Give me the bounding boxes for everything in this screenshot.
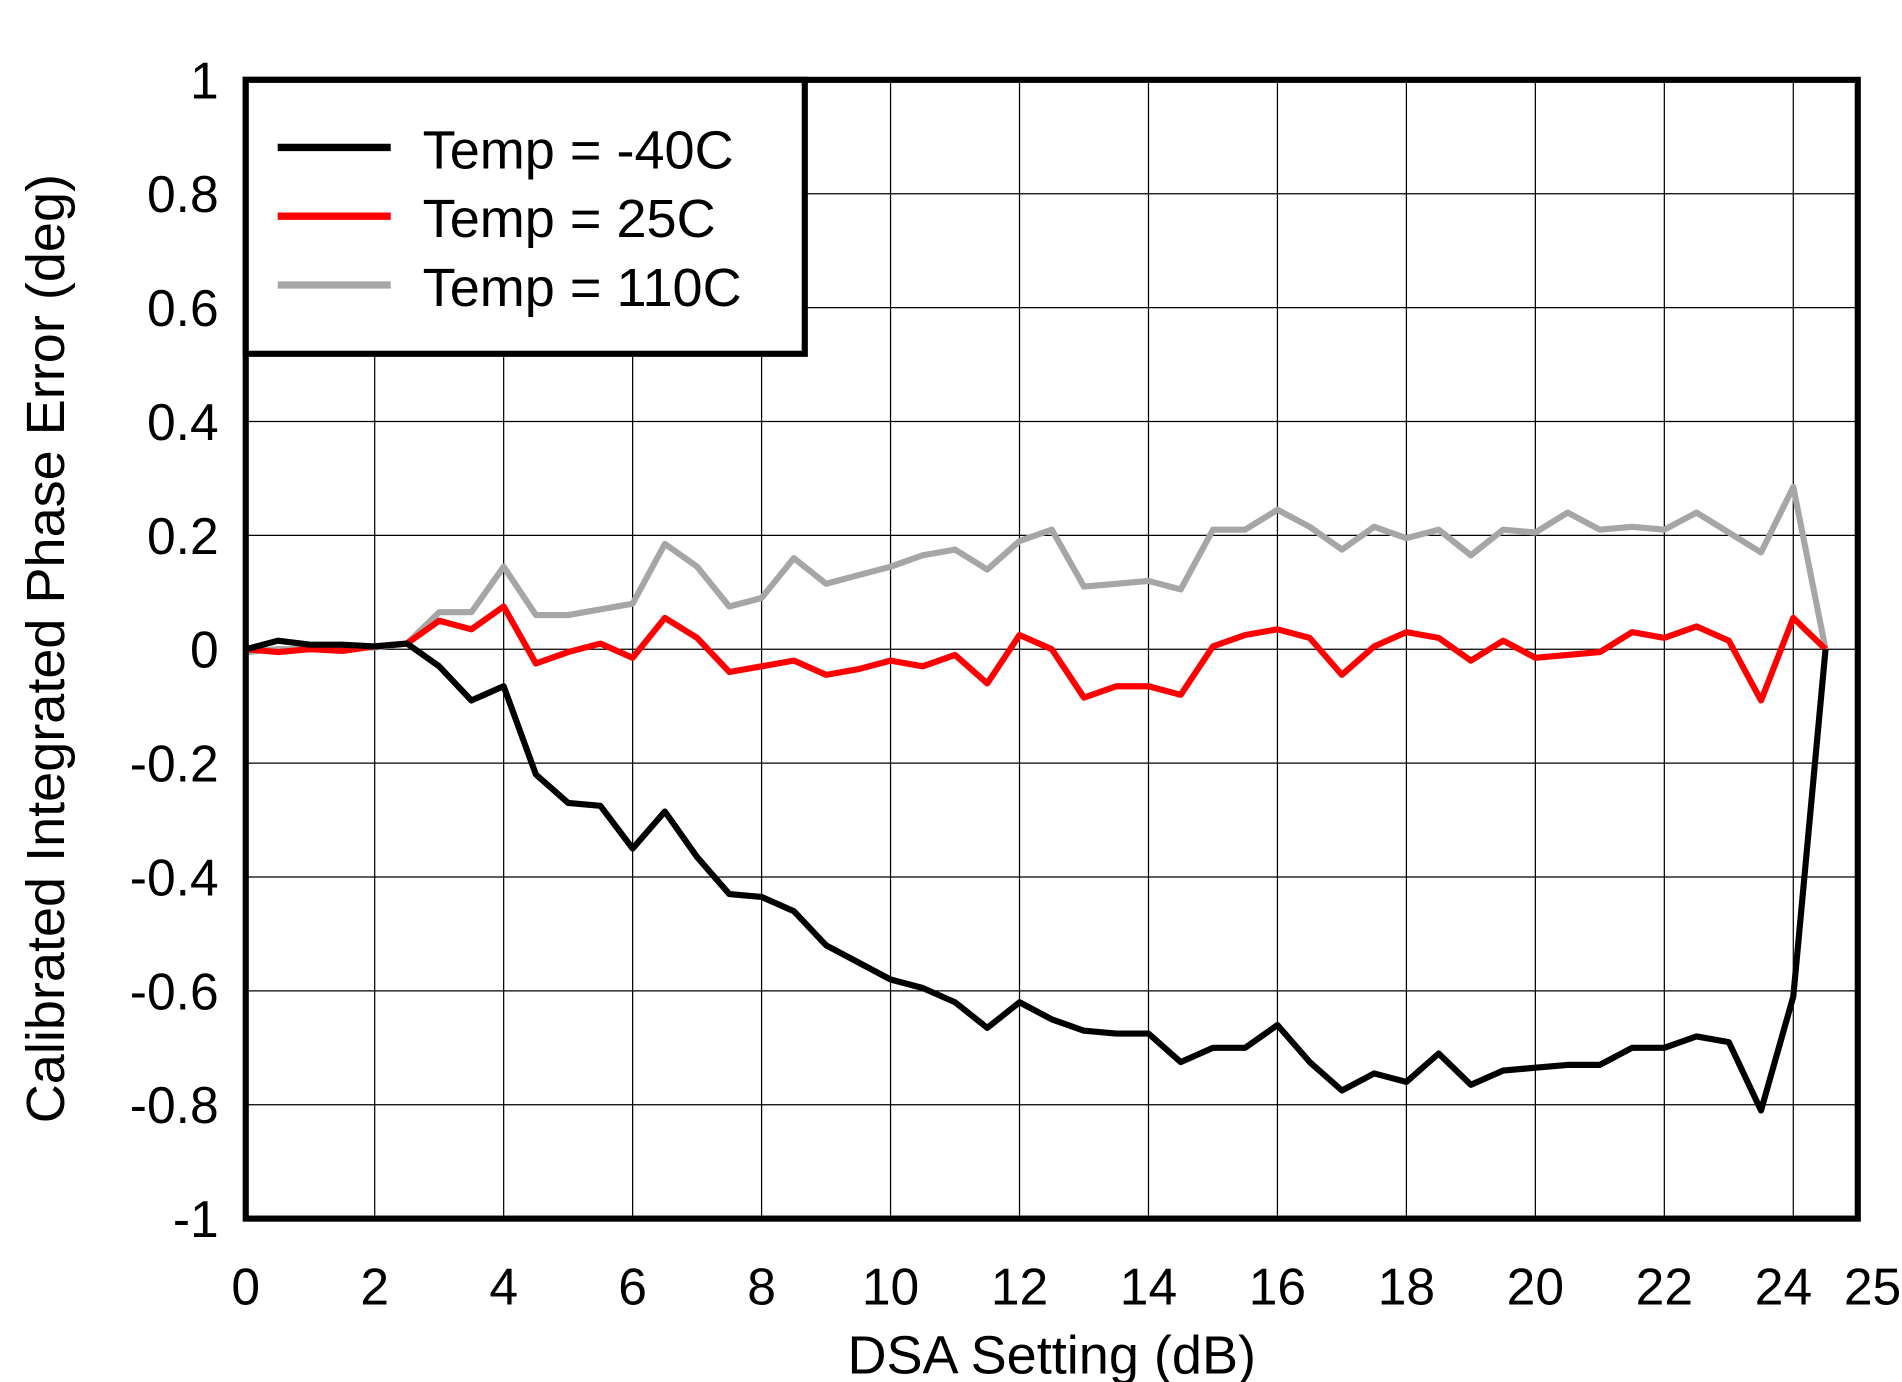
x-tick-label: 14 — [1120, 1258, 1177, 1316]
x-tick-label: 16 — [1249, 1258, 1306, 1316]
y-tick-label: -0.6 — [130, 962, 219, 1020]
x-tick-labels: 0 2 4 6 8 10 12 14 16 18 20 22 24 25 — [231, 1258, 1901, 1316]
series-line-2 — [245, 483, 1829, 656]
y-tick-label: 0.6 — [147, 279, 219, 337]
x-tick-label: 20 — [1507, 1258, 1564, 1316]
legend-label: Temp = -40C — [423, 120, 734, 180]
y-axis-label: Calibrated Integrated Phase Error (deg) — [16, 174, 76, 1123]
x-tick-label: 25 — [1844, 1258, 1901, 1316]
x-axis-label: DSA Setting (dB) — [847, 1325, 1256, 1382]
y-tick-label: 0 — [190, 621, 219, 679]
series-lines — [244, 483, 1829, 1114]
legend-label: Temp = 110C — [423, 258, 742, 318]
x-tick-label: 8 — [747, 1258, 776, 1316]
y-tick-label: -0.2 — [130, 735, 219, 793]
y-tick-labels: 1 0.8 0.6 0.4 0.2 0 -0.2 -0.4 -0.6 -0.8 -1 — [130, 51, 219, 1248]
y-tick-label: 1 — [190, 51, 219, 109]
x-tick-label: 18 — [1378, 1258, 1435, 1316]
y-tick-label: -0.8 — [130, 1076, 219, 1134]
x-tick-label: 12 — [991, 1258, 1048, 1316]
y-tick-label: -1 — [173, 1190, 219, 1248]
x-tick-label: 6 — [618, 1258, 647, 1316]
x-tick-label: 10 — [862, 1258, 919, 1316]
y-tick-label: 0.2 — [147, 507, 219, 565]
x-tick-label: 0 — [231, 1258, 260, 1316]
x-tick-label: 22 — [1636, 1258, 1693, 1316]
plot-frame — [242, 76, 1861, 1222]
series-line-1 — [245, 603, 1828, 704]
y-tick-label: 0.8 — [147, 165, 219, 223]
legend: Temp = -40C Temp = 25C Temp = 110C — [242, 76, 808, 357]
series-line-0 — [244, 637, 1829, 1114]
x-tick-label: 24 — [1755, 1258, 1812, 1316]
y-tick-label: -0.4 — [130, 848, 219, 906]
x-tick-label: 4 — [489, 1258, 518, 1316]
y-tick-label: 0.4 — [147, 393, 219, 451]
x-tick-label: 2 — [360, 1258, 389, 1316]
legend-label: Temp = 25C — [423, 189, 716, 249]
